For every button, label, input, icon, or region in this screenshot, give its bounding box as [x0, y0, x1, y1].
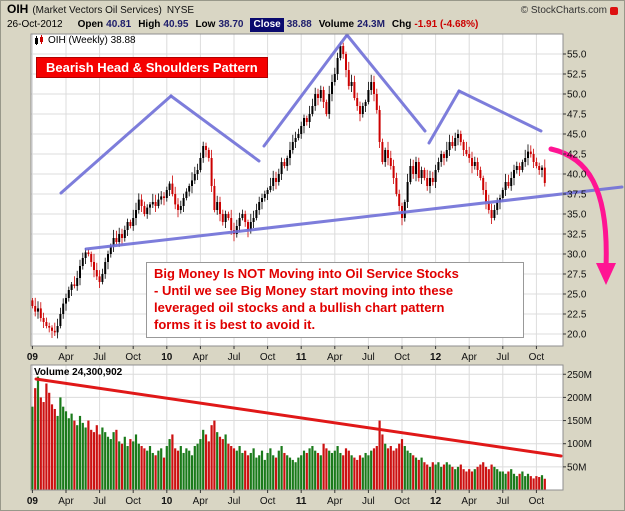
svg-text:11: 11: [296, 496, 307, 507]
quote-chg-value: -1.91 (-4.68%): [414, 19, 479, 30]
volume-x-axis: 09 Apr Jul Oct 10 Apr Jul Oct 11 Apr Jul Oct 12 Apr Ju…: [27, 490, 545, 507]
svg-text:Apr: Apr: [58, 496, 74, 507]
svg-text:Apr: Apr: [461, 496, 477, 507]
neckline: [84, 185, 624, 251]
svg-text:Apr: Apr: [461, 352, 477, 363]
price-y-axis: 55.0 52.5 50.0 47.5 45.0 42.5 40.0 37.5 35.0 32.5…: [563, 50, 587, 341]
quote-low-value: 38.70: [218, 19, 244, 30]
quote-volume-value: 24.3M: [357, 19, 385, 30]
copyright-link[interactable]: © StockCharts.com: [521, 4, 618, 17]
quote-close-value: 38.88: [286, 19, 312, 30]
svg-text:12: 12: [430, 496, 442, 507]
svg-text:10: 10: [161, 352, 173, 363]
quote-open-value: 40.81: [106, 19, 132, 30]
svg-text:25.0: 25.0: [567, 290, 587, 301]
svg-text:10: 10: [161, 496, 173, 507]
svg-text:35.0: 35.0: [567, 210, 587, 221]
quote-low-label: Low: [195, 19, 216, 30]
svg-text:250M: 250M: [567, 370, 592, 381]
svg-text:200M: 200M: [567, 393, 592, 404]
volume-bars: [31, 376, 546, 490]
svg-text:20.0: 20.0: [567, 330, 587, 341]
svg-text:Oct: Oct: [260, 352, 276, 363]
stockcharts-icon: [610, 6, 618, 15]
svg-text:37.5: 37.5: [567, 190, 587, 201]
svg-text:Jul: Jul: [496, 496, 509, 507]
svg-text:Apr: Apr: [193, 496, 209, 507]
quote-volume-label: Volume: [318, 19, 355, 30]
svg-text:Oct: Oct: [394, 496, 410, 507]
exchange-label: NYSE: [166, 5, 195, 16]
head-shoulders-trendlines: [59, 33, 543, 195]
svg-text:Jul: Jul: [496, 352, 509, 363]
svg-text:11: 11: [296, 352, 307, 363]
svg-text:Oct: Oct: [394, 352, 410, 363]
ticker-name: (Market Vectors Oil Services): [32, 5, 162, 16]
svg-text:40.0: 40.0: [567, 170, 587, 181]
price-x-axis: 09 Apr Jul Oct 10 Apr Jul Oct 11 Apr Jul Oct 12 Apr Ju…: [27, 346, 545, 363]
svg-text:47.5: 47.5: [567, 110, 587, 121]
svg-text:Apr: Apr: [327, 496, 343, 507]
svg-text:30.0: 30.0: [567, 250, 587, 261]
svg-text:Jul: Jul: [228, 496, 241, 507]
svg-text:22.5: 22.5: [567, 310, 587, 321]
ticker-symbol: OIH: [7, 2, 29, 16]
svg-text:32.5: 32.5: [567, 230, 587, 241]
chart-header: OIH (Market Vectors Oil Services) NYSE ©…: [1, 1, 624, 32]
svg-text:Jul: Jul: [362, 352, 375, 363]
svg-text:Apr: Apr: [327, 352, 343, 363]
svg-text:50.0: 50.0: [567, 90, 587, 101]
svg-text:27.5: 27.5: [567, 270, 587, 281]
chart-canvas: 55.0 52.5 50.0 47.5 45.0 42.5 40.0 37.5 35.0 32.5…: [27, 33, 624, 507]
svg-text:Oct: Oct: [125, 352, 141, 363]
quote-open-label: Open: [77, 19, 104, 30]
svg-text:12: 12: [430, 352, 442, 363]
svg-text:Apr: Apr: [193, 352, 209, 363]
chart-date: 26-Oct-2012: [7, 19, 63, 30]
quote-high-label: High: [138, 19, 161, 30]
svg-text:Jul: Jul: [228, 352, 241, 363]
svg-text:09: 09: [27, 352, 39, 363]
svg-text:Jul: Jul: [362, 496, 375, 507]
candlesticks: [31, 41, 546, 339]
quote-chg-label: Chg: [391, 19, 412, 30]
svg-text:52.5: 52.5: [567, 70, 587, 81]
quote-high-value: 40.95: [163, 19, 189, 30]
svg-text:45.0: 45.0: [567, 130, 587, 141]
header-title-row: OIH (Market Vectors Oil Services) NYSE ©…: [7, 3, 618, 17]
svg-text:Apr: Apr: [58, 352, 74, 363]
svg-text:Oct: Oct: [125, 496, 141, 507]
header-quote-row: 26-Oct-2012 Open 40.81 High 40.95 Low 38…: [7, 18, 618, 32]
svg-text:09: 09: [27, 496, 39, 507]
svg-text:Jul: Jul: [93, 352, 106, 363]
svg-text:150M: 150M: [567, 416, 592, 427]
svg-text:Jul: Jul: [93, 496, 106, 507]
copyright-text: © StockCharts.com: [520, 5, 607, 16]
svg-text:Oct: Oct: [529, 496, 545, 507]
volume-y-axis: 250M 200M 150M 100M 50M: [563, 370, 592, 473]
volume-trendline: [34, 377, 563, 458]
svg-text:100M: 100M: [567, 439, 592, 450]
svg-text:50M: 50M: [567, 462, 586, 473]
svg-text:42.5: 42.5: [567, 150, 587, 161]
quote-close-label: Close: [250, 18, 284, 32]
svg-text:Oct: Oct: [260, 496, 276, 507]
svg-text:55.0: 55.0: [567, 50, 587, 61]
svg-text:Oct: Oct: [529, 352, 545, 363]
